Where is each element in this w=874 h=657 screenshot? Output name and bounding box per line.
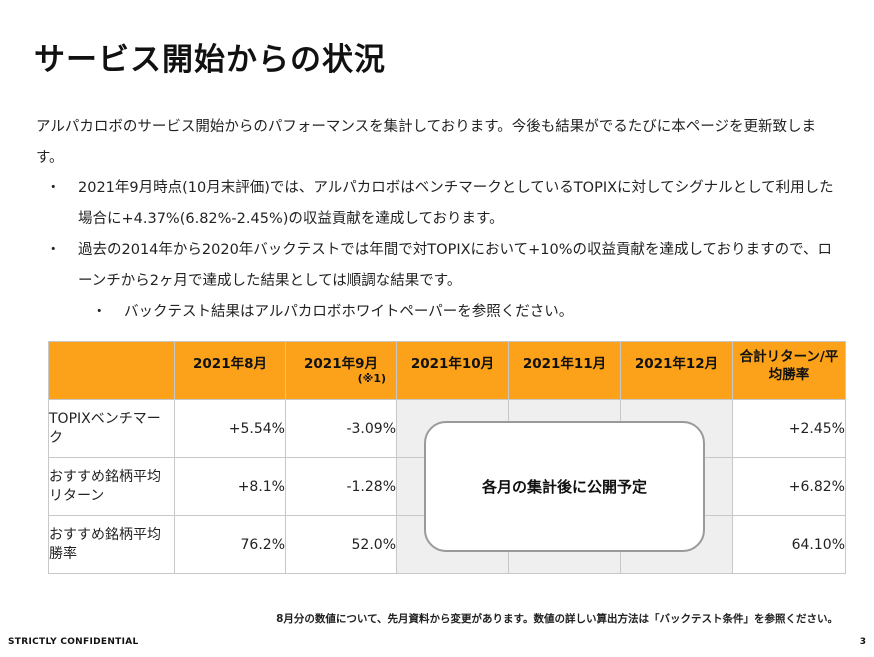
bullet-marker: ・ [92,304,107,320]
bullet-text: 2021年9月時点(10月末評価)では、アルパカロボはベンチマークとしているTO… [78,180,834,227]
table-cell: +8.1% [174,457,286,516]
confidential-label: STRICTLY CONFIDENTIAL [8,637,139,647]
table-cell: 76.2% [174,515,286,574]
table-cell: 52.0% [285,515,397,574]
header-label: 合計リターン/平均勝率 [739,349,839,383]
table-cell: -1.28% [285,457,397,516]
table-cell: +6.82% [732,457,846,516]
table-cell: 64.10% [732,515,846,574]
header-cell: 2021年10月 [396,341,509,400]
intro-paragraph: アルパカロボのサービス開始からのパフォーマンスを集計しております。今後も結果がで… [36,119,816,166]
header-label: 2021年10月 [410,356,495,372]
header-label: 2021年8月 [193,356,267,372]
header-cell: 2021年9月 (※1) [285,341,397,400]
pending-notice-text: 各月の集計後に公開予定 [481,478,647,496]
row-label: TOPIXベンチマーク [48,399,175,458]
page-title: サービス開始からの状況 [34,42,386,78]
header-cell: 2021年8月 [174,341,286,400]
header-cell: 2021年12月 [620,341,733,400]
header-corner-cell [48,341,175,400]
bullet-text: バックテスト結果はアルパカロボホワイトペーパーを参照ください。 [124,304,574,320]
row-label: おすすめ銘柄平均リターン [48,457,175,516]
page-number: 3 [859,637,866,647]
bullet-marker: ・ [46,180,61,196]
header-label: 2021年12月 [634,356,719,372]
header-cell: 合計リターン/平均勝率 [732,341,846,400]
header-label: 2021年9月 [304,356,378,372]
header-footnote-marker: (※1) [357,372,386,385]
table-row: TOPIXベンチマーク +5.54% -3.09% +2.45% [48,399,846,458]
bullet-marker: ・ [46,242,61,258]
pending-notice-box: 各月の集計後に公開予定 [424,421,705,552]
bullet-text: 過去の2014年から2020年バックテストでは年間で対TOPIXにおいて+10%… [78,242,833,289]
footnote: 8月分の数値について、先月資料から変更があります。数値の詳しい算出方法は「バック… [276,613,838,625]
performance-table: 2021年8月 2021年9月 (※1) 2021年10月 2021年11月 20… [48,341,846,574]
table-cell: +5.54% [174,399,286,458]
table-cell: -3.09% [285,399,397,458]
header-label: 2021年11月 [522,356,607,372]
table-header-row: 2021年8月 2021年9月 (※1) 2021年10月 2021年11月 20… [48,341,846,400]
table-cell: +2.45% [732,399,846,458]
row-label: おすすめ銘柄平均勝率 [48,515,175,574]
header-cell: 2021年11月 [508,341,621,400]
